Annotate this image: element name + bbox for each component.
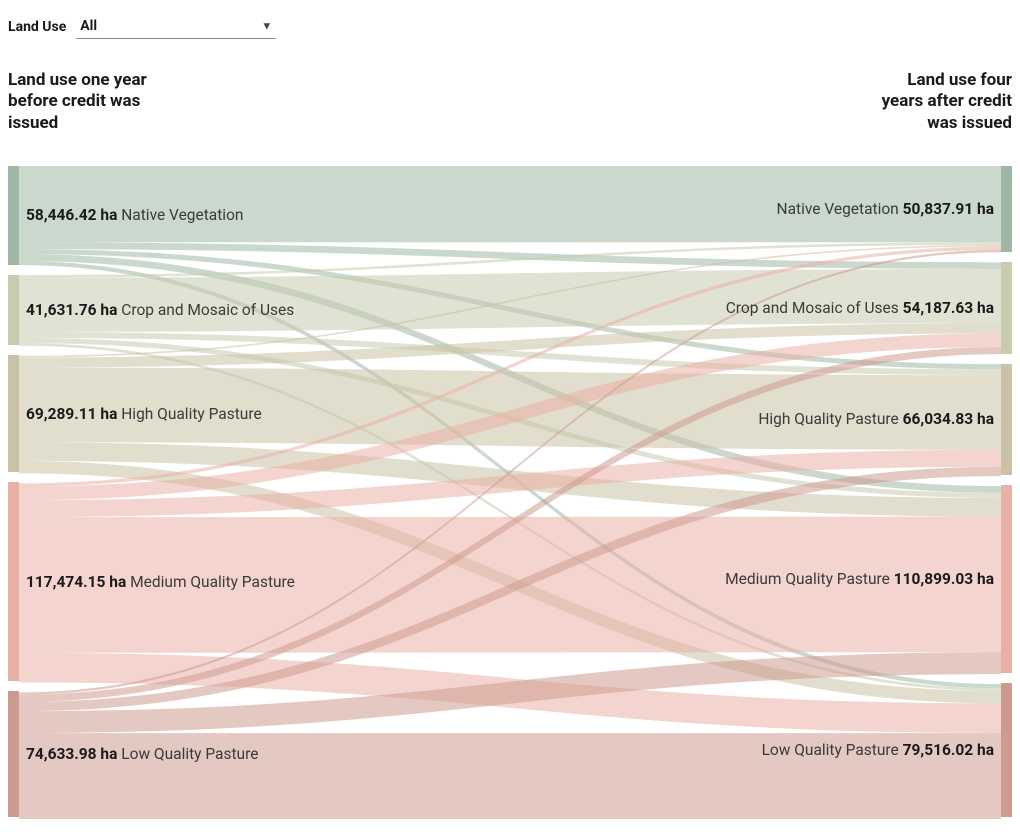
right-node-medpast: Medium Quality Pasture 110,899.03 ha <box>1001 485 1012 672</box>
right-node-crop: Crop and Mosaic of Uses 54,187.63 ha <box>1001 262 1012 354</box>
left-bar-crop <box>8 275 19 345</box>
left-node-highpast: 69,289.11 ha High Quality Pasture <box>8 355 19 472</box>
left-node-crop: 41,631.76 ha Crop and Mosaic of Uses <box>8 275 19 345</box>
left-node-medpast: 117,474.15 ha Medium Quality Pasture <box>8 482 19 681</box>
chevron-down-icon: ▼ <box>261 20 272 33</box>
left-bar-highpast <box>8 355 19 472</box>
filter-selected-value: All <box>80 18 97 34</box>
right-bar-highpast <box>1001 364 1012 476</box>
right-node-column: Native Vegetation 50,837.91 ha Crop and M… <box>1001 166 1012 819</box>
left-node-lowpast: 74,633.98 ha Low Quality Pasture <box>8 691 19 817</box>
filter-label: Land Use <box>8 19 66 35</box>
right-node-lowpast: Low Quality Pasture 79,516.02 ha <box>1001 683 1012 817</box>
right-bar-crop <box>1001 262 1012 354</box>
sankey-chart: 58,446.42 ha Native Vegetation 41,631.76 … <box>8 166 1012 819</box>
flow-lowpast-to-lowpast <box>19 733 1001 819</box>
sankey-flows-svg <box>8 166 1012 819</box>
left-header: Land use one year before credit was issu… <box>8 70 148 134</box>
left-bar-lowpast <box>8 691 19 817</box>
left-bar-medpast <box>8 482 19 681</box>
flow-highpast-to-highpast <box>19 368 1001 450</box>
right-bar-lowpast <box>1001 683 1012 817</box>
right-bar-native <box>1001 166 1012 252</box>
left-node-column: 58,446.42 ha Native Vegetation 41,631.76 … <box>8 166 19 819</box>
right-bar-medpast <box>1001 485 1012 672</box>
right-node-highpast: High Quality Pasture 66,034.83 ha <box>1001 364 1012 476</box>
right-header: Land use four years after credit was iss… <box>872 70 1012 134</box>
left-bar-native <box>8 166 19 265</box>
flow-native-to-native <box>19 166 1001 242</box>
right-node-native: Native Vegetation 50,837.91 ha <box>1001 166 1012 252</box>
column-headers: Land use one year before credit was issu… <box>8 70 1012 134</box>
left-node-native: 58,446.42 ha Native Vegetation <box>8 166 19 265</box>
filter-row: Land Use All ▼ <box>8 14 276 39</box>
land-use-select[interactable]: All ▼ <box>76 14 276 39</box>
